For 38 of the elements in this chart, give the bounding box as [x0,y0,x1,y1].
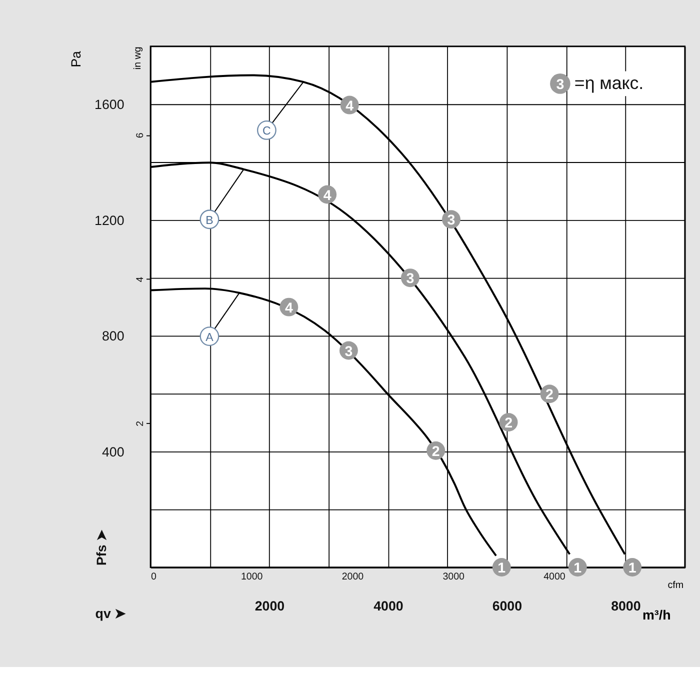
annotation: 3 [447,212,456,229]
annotation: A [206,332,214,344]
x-tick-label: 6000 [492,598,522,614]
y-tick-label: 400 [102,444,124,460]
annotation: 4 [284,300,293,316]
y-tick-label: 800 [102,328,124,344]
y2-tick-label: 6 [134,132,146,138]
y-tick-label: 1600 [94,97,124,112]
annotation: 1 [498,560,506,577]
text: qv ➤ [95,606,126,622]
annotation: 2 [546,387,554,404]
x2-tick-label: 0 [150,571,157,582]
x2-tick-label: 4000 [544,571,566,582]
x-axis-title: m³/h [642,607,671,622]
y2-tick-label: 2 [134,420,146,426]
x-tick-label: 8000 [611,598,641,614]
x2-tick-label: 1000 [240,571,264,582]
annotation: 3 =η макс. [556,73,644,94]
annotation: 2 [432,444,440,460]
x2-tick-label: 3000 [442,571,466,582]
x-tick-label: 4000 [374,598,404,614]
annotation: 3 [344,344,353,360]
annotation: C [262,126,271,138]
y2-tick-label: 4 [134,276,146,282]
annotation: 1 [574,560,582,577]
x-tick-label: 2000 [254,598,285,614]
annotation: 2 [504,416,513,432]
y-tick-label: 1200 [94,212,124,228]
annotation: 1 [628,560,636,577]
y-axis-title: Pa [68,50,84,68]
annotation: 3 [406,271,414,288]
x2-tick-label: 2000 [342,571,364,582]
text: Pfs ➤ [94,530,109,566]
annotation: B [206,214,214,227]
annotation: 4 [323,188,332,204]
x2-axis-title: cfm [668,580,684,592]
annotation: 4 [346,98,354,114]
y2-axis-title: in wg [132,46,144,70]
